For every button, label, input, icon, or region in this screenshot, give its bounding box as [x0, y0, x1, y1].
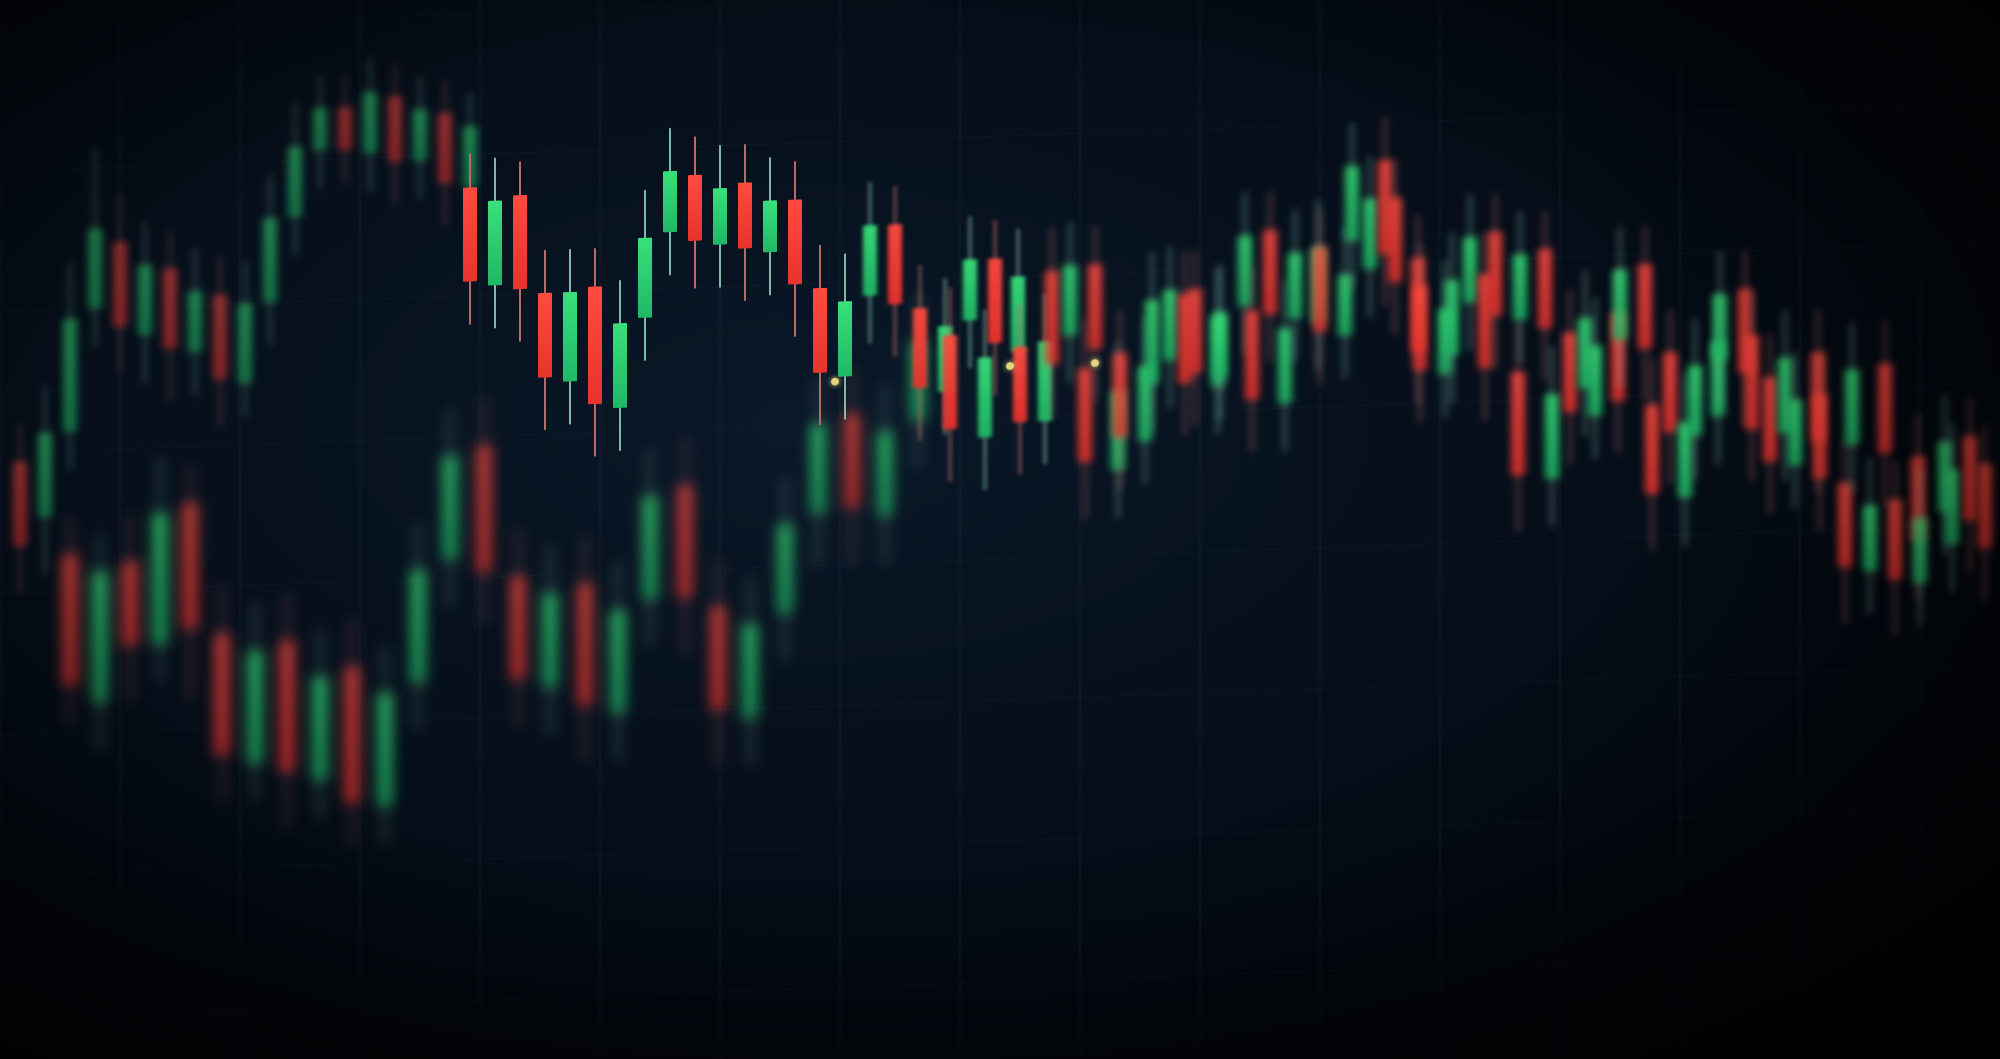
chart-canvas — [0, 0, 2000, 1059]
candlestick-chart — [0, 0, 2000, 1059]
